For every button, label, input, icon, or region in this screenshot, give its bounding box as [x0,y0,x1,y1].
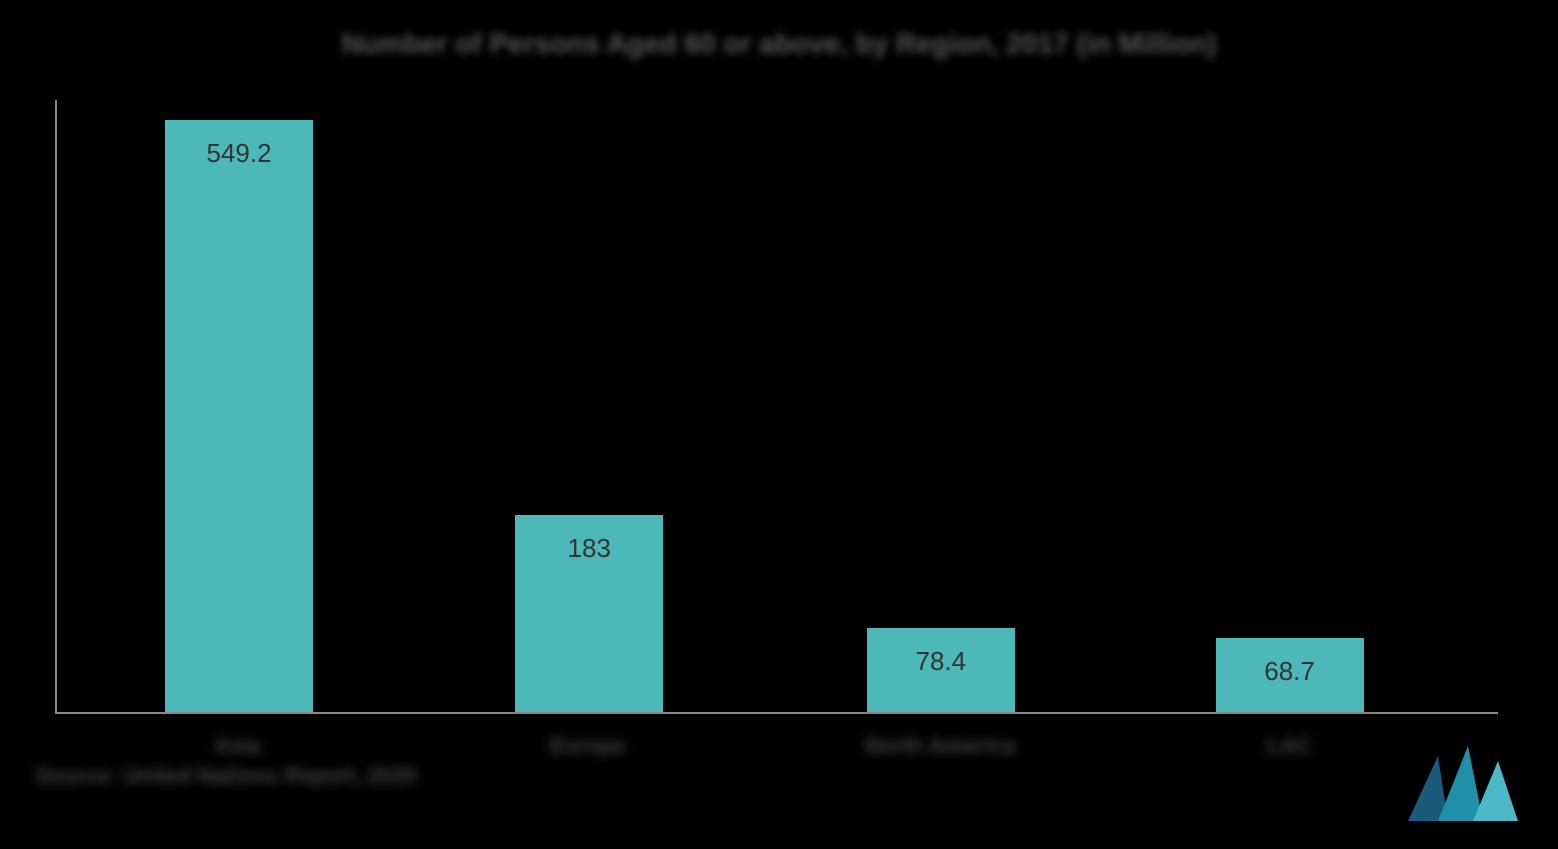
bar-lac: 68.7 [1216,638,1364,712]
logo-triangle-3 [1473,761,1518,821]
bar-label-europe: 183 [515,533,663,564]
x-axis-label-europe: Europe [464,733,712,759]
plot-area: 549.2 183 78.4 68.7 [55,100,1498,714]
source-text: Source: United Nations Report, 2020 [35,763,416,789]
chart-container: Number of Persons Aged 60 or above, by R… [0,0,1558,849]
chart-title: Number of Persons Aged 60 or above, by R… [342,28,1217,60]
x-axis-label-asia: Asia [113,733,361,759]
bar-label-north-america: 78.4 [867,646,1015,677]
x-axis-label-lac: LAC [1165,733,1413,759]
mordor-logo-icon [1398,741,1528,831]
bar-label-lac: 68.7 [1216,656,1364,687]
x-axis-label-north-america: North America [816,733,1064,759]
bar-label-asia: 549.2 [165,138,313,169]
logo-triangle-2 [1438,746,1483,821]
bar-north-america: 78.4 [867,628,1015,712]
bar-asia: 549.2 [165,120,313,712]
bar-europe: 183 [515,515,663,712]
